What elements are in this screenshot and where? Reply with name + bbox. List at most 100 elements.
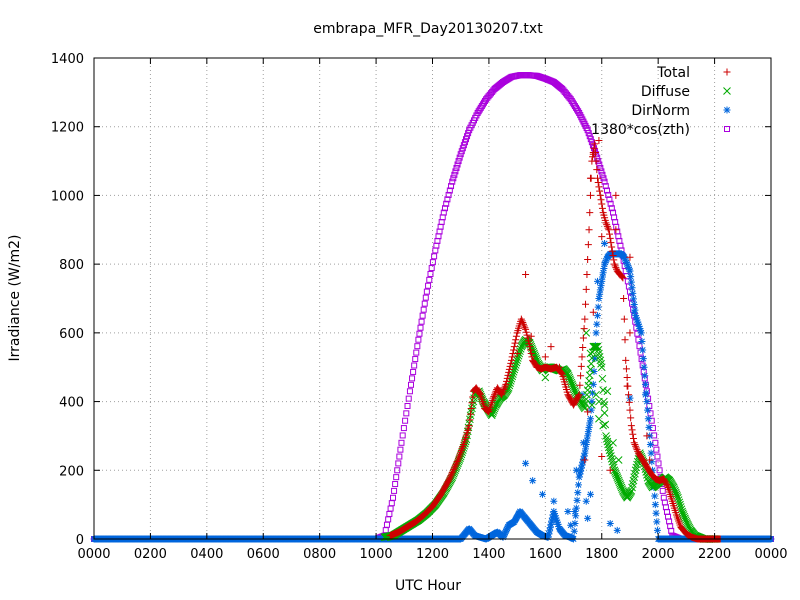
data-point (576, 381, 584, 389)
data-point (511, 361, 520, 369)
data-point (603, 221, 611, 229)
data-point (508, 353, 516, 361)
data-point (632, 314, 640, 322)
y-axis-label: Irradiance (W/m2) (7, 235, 23, 362)
data-point (598, 168, 605, 175)
data-point (612, 226, 620, 234)
data-point (577, 362, 585, 370)
data-point (417, 324, 424, 331)
data-point (633, 446, 641, 454)
data-point (444, 196, 451, 203)
data-point (547, 520, 555, 528)
data-point (645, 423, 653, 431)
data-point (428, 265, 435, 272)
data-point (541, 353, 549, 361)
data-point (504, 371, 512, 379)
data-point (632, 463, 641, 472)
data-point (662, 479, 670, 487)
legend-marker (724, 126, 730, 132)
data-point (624, 262, 632, 270)
data-point (429, 259, 436, 266)
data-point (597, 282, 605, 290)
data-point (605, 226, 613, 234)
data-point (414, 343, 421, 350)
data-point (588, 401, 596, 409)
data-point (632, 442, 640, 450)
legend-label: 1380*cos(zth) (591, 122, 690, 138)
legend-label: DirNorm (631, 103, 690, 119)
data-point (623, 374, 631, 382)
legend-label: Total (656, 65, 690, 81)
data-point (585, 423, 593, 431)
data-point (631, 441, 639, 449)
data-point (604, 224, 612, 232)
data-point (571, 508, 579, 516)
data-point (620, 295, 628, 302)
data-point (579, 455, 587, 463)
data-point (644, 415, 652, 423)
data-point (602, 432, 610, 440)
y-tick-label: 600 (59, 327, 84, 342)
data-point (602, 434, 611, 443)
data-point (611, 262, 619, 270)
data-point (498, 389, 506, 397)
ticks: 0000 0200 0400 0600 0800 1000 1200 1400 1600 1800… (51, 52, 788, 562)
data-point (673, 492, 682, 500)
data-point (570, 527, 578, 535)
data-point (550, 508, 558, 516)
data-point (452, 461, 460, 469)
data-point (663, 482, 671, 490)
data-point (448, 469, 456, 477)
data-point (641, 372, 649, 380)
data-point (584, 241, 592, 249)
data-point (607, 200, 614, 207)
data-point (587, 406, 595, 414)
data-point (468, 399, 476, 407)
data-point (623, 382, 631, 390)
data-point (449, 467, 457, 475)
data-point (581, 315, 589, 323)
data-point (450, 464, 458, 472)
data-point (555, 363, 563, 371)
data-point (510, 346, 518, 354)
data-point (604, 440, 612, 449)
data-point (609, 252, 617, 260)
data-point (523, 331, 531, 339)
data-point (586, 419, 594, 427)
data-point (406, 388, 413, 395)
y-tick-label: 1000 (51, 189, 84, 204)
data-point (528, 353, 536, 361)
data-point (581, 449, 589, 457)
data-point (630, 308, 638, 316)
data-point (446, 187, 453, 194)
data-point (586, 209, 594, 217)
data-point (625, 265, 633, 273)
data-point (631, 306, 639, 314)
data-point (659, 487, 666, 494)
data-point (621, 255, 629, 263)
data-point (510, 365, 519, 374)
data-point (546, 524, 554, 532)
data-point (464, 133, 471, 140)
data-point (608, 457, 617, 466)
data-point (407, 381, 414, 388)
data-point (589, 308, 597, 316)
data-point (629, 289, 637, 297)
data-point (643, 398, 651, 406)
data-point (500, 386, 508, 394)
data-point (385, 516, 392, 523)
data-point (527, 346, 535, 354)
data-point (510, 343, 518, 351)
x-tick-label: 1400 (472, 547, 505, 562)
data-point (596, 191, 604, 199)
data-point (632, 312, 640, 320)
data-point (647, 449, 655, 457)
data-point (605, 191, 612, 198)
data-point (416, 330, 423, 337)
data-point (425, 282, 432, 289)
data-point (595, 295, 603, 302)
y-tick-label: 0 (76, 533, 84, 548)
data-point (676, 500, 684, 509)
data-point (501, 529, 509, 537)
data-point (457, 151, 464, 158)
